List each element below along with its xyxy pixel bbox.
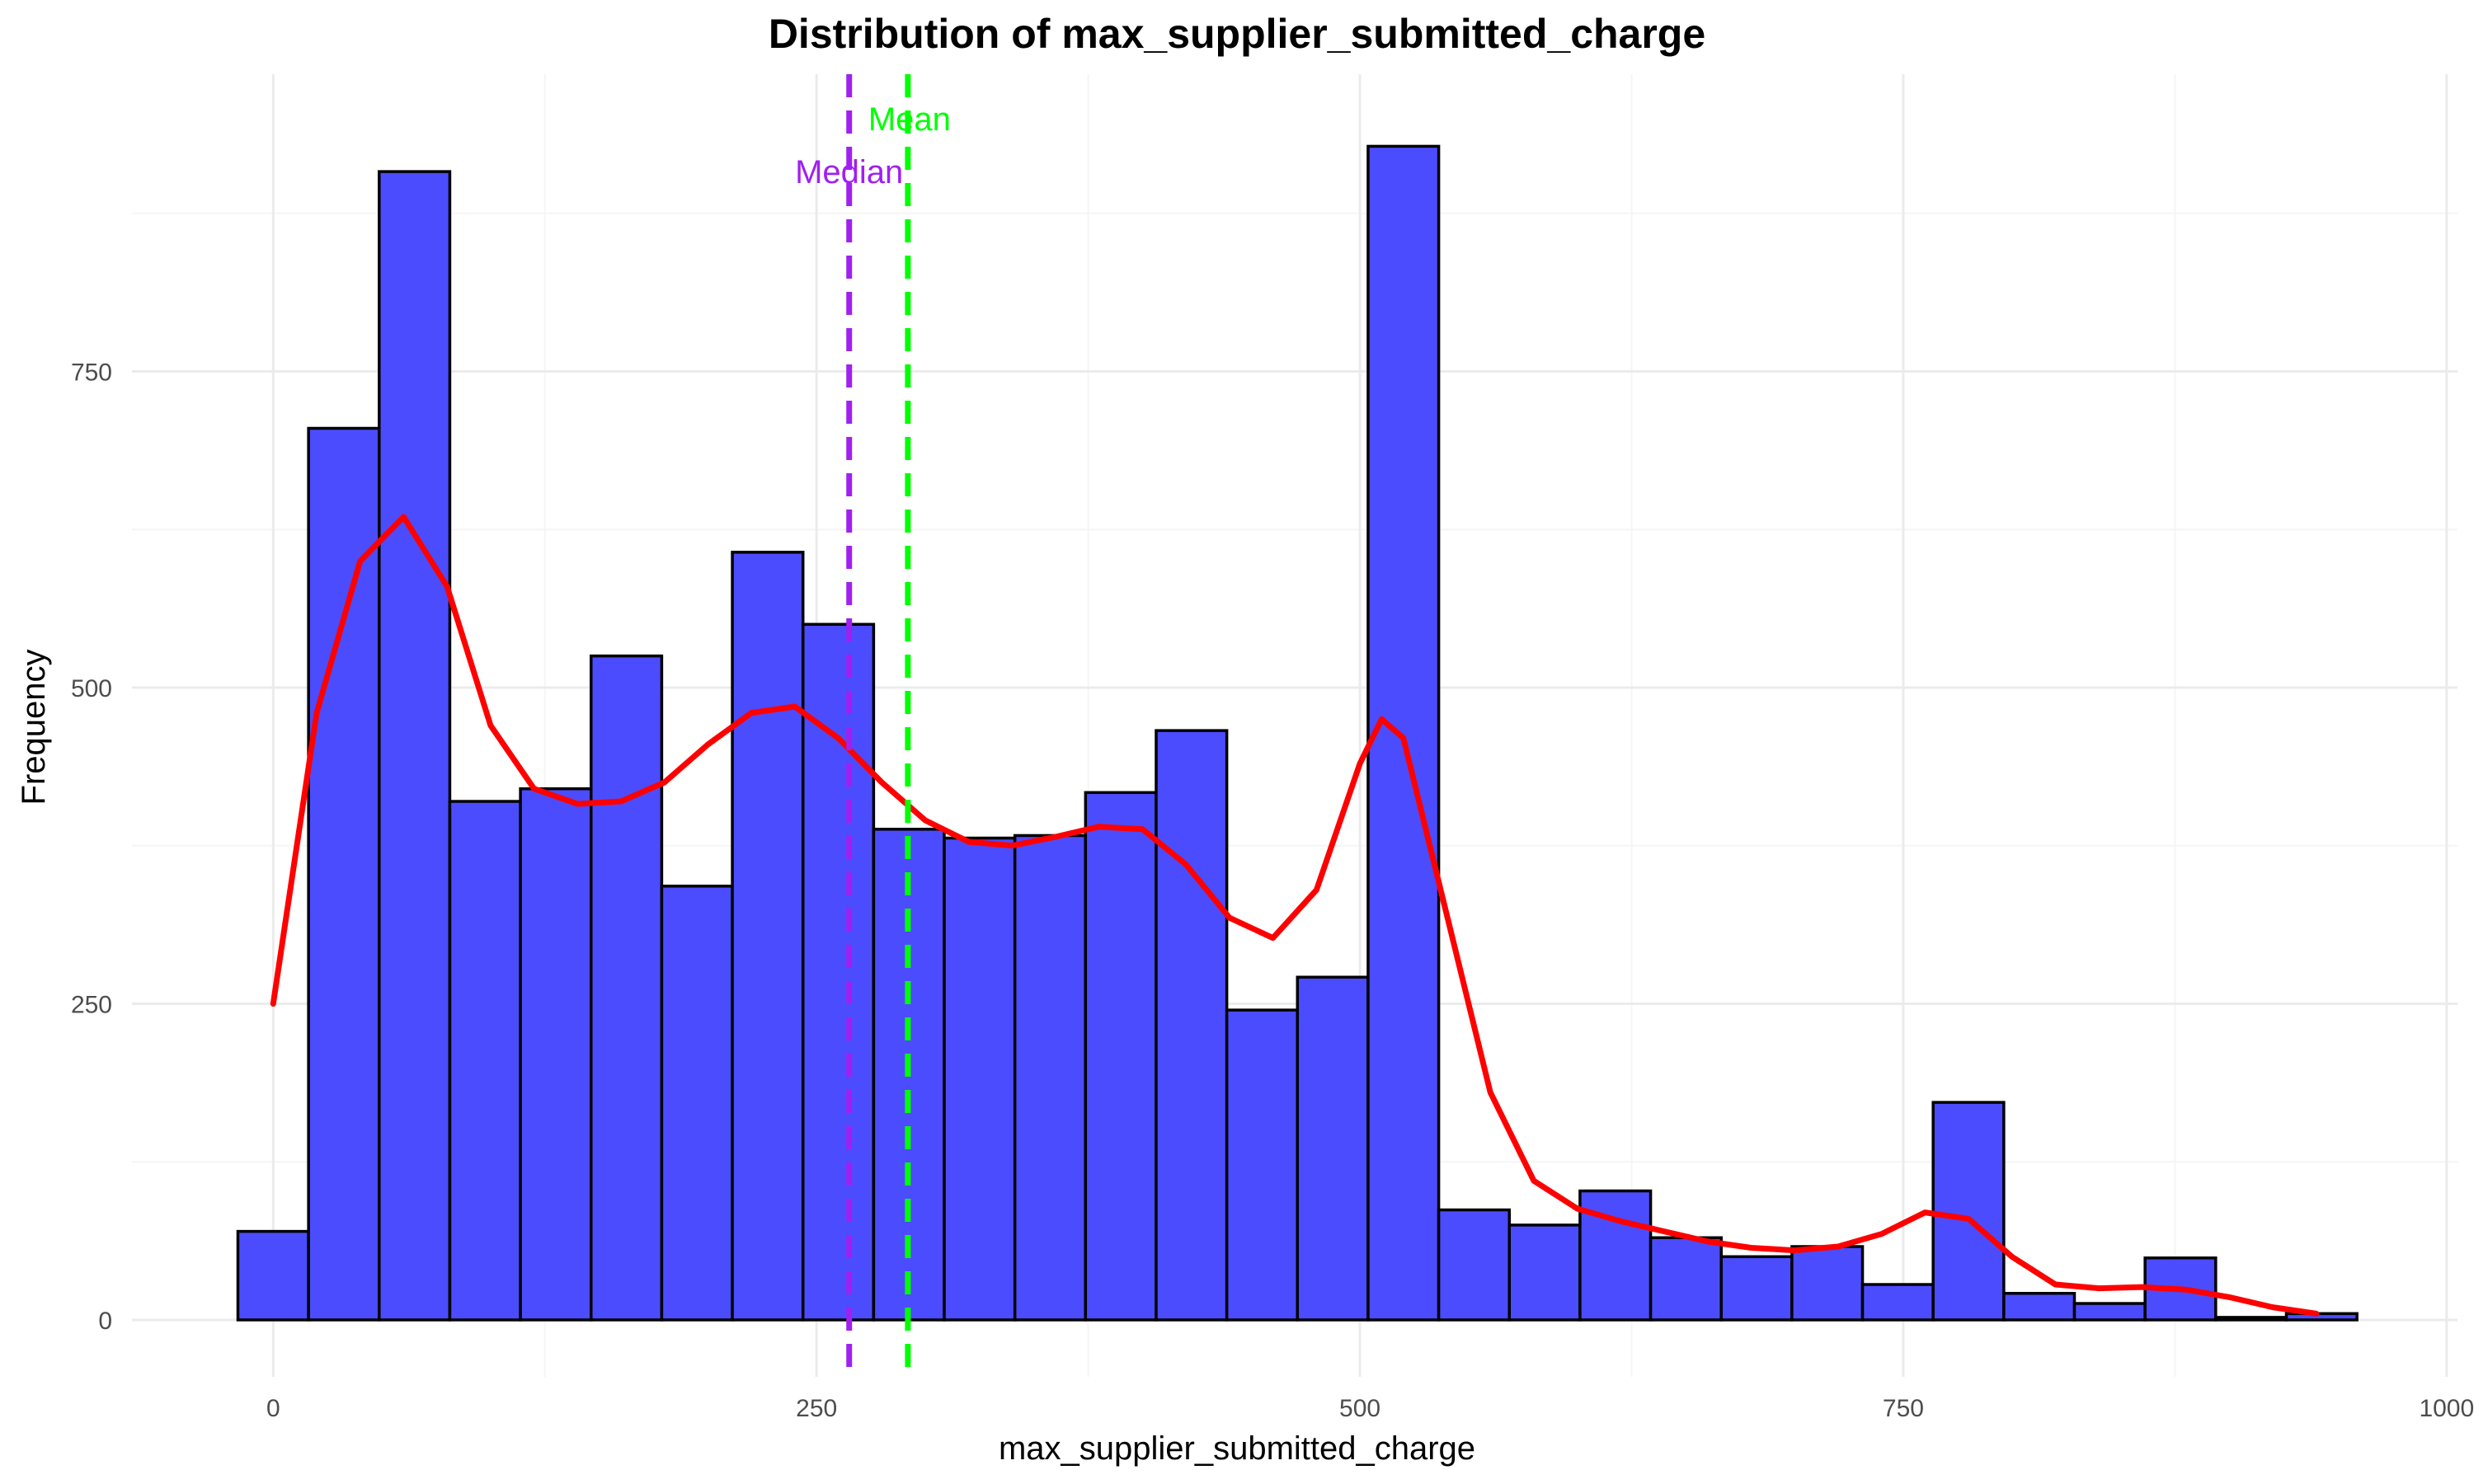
histogram-bar xyxy=(1225,1008,1300,1322)
histogram-bar xyxy=(1013,834,1088,1322)
y-axis-title: Frequency xyxy=(16,650,52,805)
density-curve-layer xyxy=(270,514,2320,1317)
y-tick-label: 500 xyxy=(71,675,112,702)
x-tick-labels: 0 250 500 750 1000 xyxy=(266,1395,2474,1422)
chart-title: Distribution of max_supplier_submitted_c… xyxy=(769,11,1705,57)
histogram-bar xyxy=(307,426,381,1322)
histogram-bar xyxy=(1366,144,1441,1322)
histogram-bar xyxy=(2214,1316,2288,1322)
histogram-bar xyxy=(519,787,593,1322)
histogram-bar xyxy=(943,836,1017,1322)
histogram-bar xyxy=(236,1229,310,1322)
histogram-bar xyxy=(1084,791,1158,1322)
histogram-bar xyxy=(2072,1302,2147,1322)
histogram-bar xyxy=(1719,1255,1794,1322)
histogram-bar xyxy=(660,885,734,1322)
histogram-bar xyxy=(1507,1223,1582,1322)
histogram-bar xyxy=(731,551,805,1322)
histogram-bar xyxy=(801,622,876,1322)
histogram-bar xyxy=(1437,1208,1512,1322)
x-tick-label: 250 xyxy=(796,1395,837,1422)
histogram-bar xyxy=(1790,1245,1865,1322)
histogram-bar xyxy=(1931,1101,2006,1322)
x-tick-label: 500 xyxy=(1339,1395,1380,1422)
y-tick-label: 750 xyxy=(71,359,112,386)
reference-labels: Median Mean xyxy=(795,101,951,190)
histogram-bars xyxy=(236,144,2359,1322)
y-tick-label: 250 xyxy=(71,991,112,1018)
y-tick-label: 0 xyxy=(98,1308,112,1335)
mean-label: Mean xyxy=(868,101,951,138)
y-tick-labels: 0 250 500 750 xyxy=(71,359,112,1334)
density-curve xyxy=(270,514,2320,1317)
x-tick-label: 1000 xyxy=(2419,1395,2474,1422)
histogram-bar xyxy=(1296,975,1370,1322)
histogram-bar xyxy=(590,654,664,1322)
histogram-bar xyxy=(2284,1312,2359,1322)
histogram-bar xyxy=(378,170,452,1322)
histogram-bar xyxy=(1860,1283,1935,1322)
histogram-bar xyxy=(1155,729,1229,1322)
histogram-bar xyxy=(448,800,522,1322)
histogram-bar xyxy=(2002,1292,2077,1322)
median-label: Median xyxy=(795,154,903,190)
x-tick-label: 0 xyxy=(266,1395,280,1422)
histogram-bar xyxy=(1649,1236,1723,1322)
x-tick-label: 750 xyxy=(1883,1395,1924,1422)
x-axis-title: max_supplier_submitted_charge xyxy=(999,1430,1475,1467)
